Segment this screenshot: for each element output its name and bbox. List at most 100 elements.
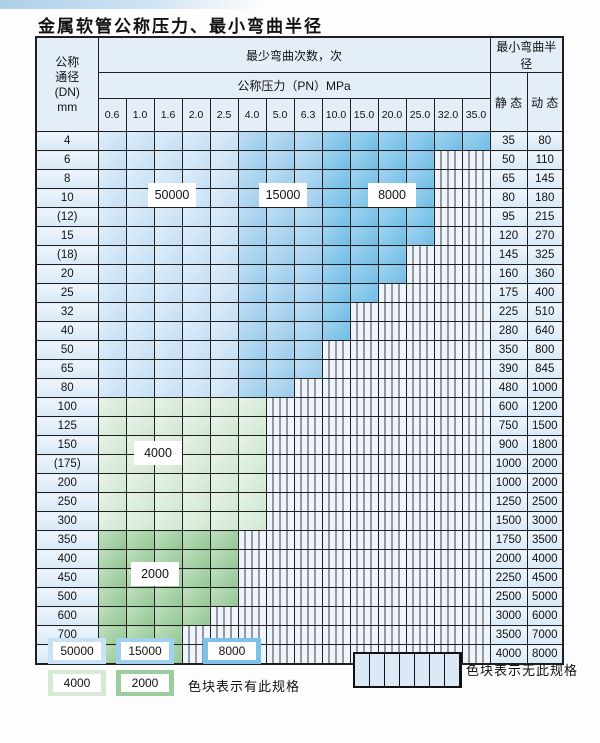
no-spec-cell: [405, 283, 435, 303]
no-spec-cell: [461, 454, 491, 474]
spec-cell: [125, 416, 155, 436]
static-radius-value: 1000: [489, 473, 528, 493]
no-spec-cell: [349, 549, 379, 569]
spec-cell: [181, 397, 211, 417]
no-spec-cell: [461, 340, 491, 360]
no-spec-cell: [321, 606, 351, 626]
static-radius-value: 50: [489, 150, 528, 170]
no-spec-cell: [265, 511, 295, 531]
no-spec-cell: [377, 416, 407, 436]
no-spec-cell: [321, 492, 351, 512]
table-row: 40 280 640: [35, 321, 564, 341]
spec-cell: [321, 188, 351, 208]
pressure-col-header: 35.0: [461, 98, 491, 132]
no-spec-cell: [377, 549, 407, 569]
no-spec-cell: [405, 416, 435, 436]
no-spec-cell: [433, 435, 463, 455]
bend-cycles-zone-label: 8000: [368, 183, 416, 207]
legend-swatch-label: 50000: [53, 642, 101, 660]
spec-cell: [237, 473, 267, 493]
no-spec-cell: [461, 549, 491, 569]
static-radius-value: 65: [489, 169, 528, 189]
pressure-col-header: 0.6: [97, 98, 127, 132]
spec-cell: [153, 397, 183, 417]
no-spec-cell: [265, 473, 295, 493]
min-bend-radius-header: 最小弯曲半径: [489, 36, 564, 73]
spec-cell: [321, 264, 351, 284]
bend-cycles-zone-label: 4000: [134, 441, 182, 465]
no-spec-cell: [293, 454, 323, 474]
table-row: 250 1250 2500: [35, 492, 564, 512]
no-spec-cell: [377, 302, 407, 322]
spec-cell: [321, 131, 351, 151]
spec-cell: [237, 454, 267, 474]
spec-cell: [209, 378, 239, 398]
no-spec-cell: [237, 568, 267, 588]
static-radius-value: 160: [489, 264, 528, 284]
no-spec-cell: [405, 587, 435, 607]
spec-cell: [125, 264, 155, 284]
spec-cell: [125, 226, 155, 246]
spec-cell: [209, 245, 239, 265]
dynamic-radius-value: 5000: [526, 587, 564, 607]
pressure-col-header: 25.0: [405, 98, 435, 132]
no-spec-cell: [377, 454, 407, 474]
no-spec-cell: [209, 606, 239, 626]
dynamic-radius-value: 325: [526, 245, 564, 265]
no-spec-cell: [265, 568, 295, 588]
no-spec-cell: [405, 359, 435, 379]
no-spec-cell: [405, 606, 435, 626]
legend-swatch: 8000: [203, 638, 261, 664]
dynamic-radius-value: 270: [526, 226, 564, 246]
spec-cell: [125, 530, 155, 550]
spec-cell: [97, 340, 127, 360]
static-radius-value: 600: [489, 397, 528, 417]
no-spec-cell: [293, 587, 323, 607]
no-spec-cell: [405, 568, 435, 588]
no-spec-cell: [461, 625, 491, 645]
no-spec-cell: [405, 530, 435, 550]
legend-swatch: 4000: [48, 670, 106, 696]
no-spec-cell: [321, 416, 351, 436]
spec-cell: [181, 435, 211, 455]
spec-cell: [181, 606, 211, 626]
spec-cell: [181, 264, 211, 284]
spec-cell: [97, 321, 127, 341]
dn-value: 100: [35, 397, 99, 417]
no-spec-cell: [433, 283, 463, 303]
static-radius-value: 480: [489, 378, 528, 398]
spec-cell: [153, 302, 183, 322]
bend-cycles-zone-label: 2000: [131, 562, 179, 586]
no-spec-cell: [349, 625, 379, 645]
static-radius-value: 3500: [489, 625, 528, 645]
dynamic-radius-value: 400: [526, 283, 564, 303]
no-spec-cell: [433, 245, 463, 265]
table-row: 200 1000 2000: [35, 473, 564, 493]
dn-value: 32: [35, 302, 99, 322]
spec-cell: [97, 207, 127, 227]
spec-cell: [153, 245, 183, 265]
spec-cell: [153, 131, 183, 151]
static-radius-value: 1500: [489, 511, 528, 531]
spec-cell: [265, 131, 295, 151]
spec-cell: [293, 226, 323, 246]
table-header: 公称 通径 (DN) mm 最少弯曲次数，次 最小弯曲半径 公称压力（PN）MP…: [35, 36, 564, 132]
spec-cell: [181, 492, 211, 512]
no-spec-cell: [265, 492, 295, 512]
no-spec-cell: [265, 625, 295, 645]
legend-no-spec-text: 色块表示无此规格: [466, 663, 579, 678]
spec-cell: [321, 302, 351, 322]
no-spec-cell: [377, 397, 407, 417]
no-spec-cell: [461, 302, 491, 322]
table-row: (175) 1000 2000: [35, 454, 564, 474]
dynamic-radius-value: 180: [526, 188, 564, 208]
table-row: 150 900 1800: [35, 435, 564, 455]
static-radius-value: 900: [489, 435, 528, 455]
spec-cell: [153, 492, 183, 512]
spec-cell: [153, 340, 183, 360]
page-title: 金属软管公称压力、最小弯曲半径: [38, 17, 323, 36]
spec-cell: [293, 340, 323, 360]
spec-cell: [181, 530, 211, 550]
static-radius-value: 80: [489, 188, 528, 208]
dn-value: 250: [35, 492, 99, 512]
